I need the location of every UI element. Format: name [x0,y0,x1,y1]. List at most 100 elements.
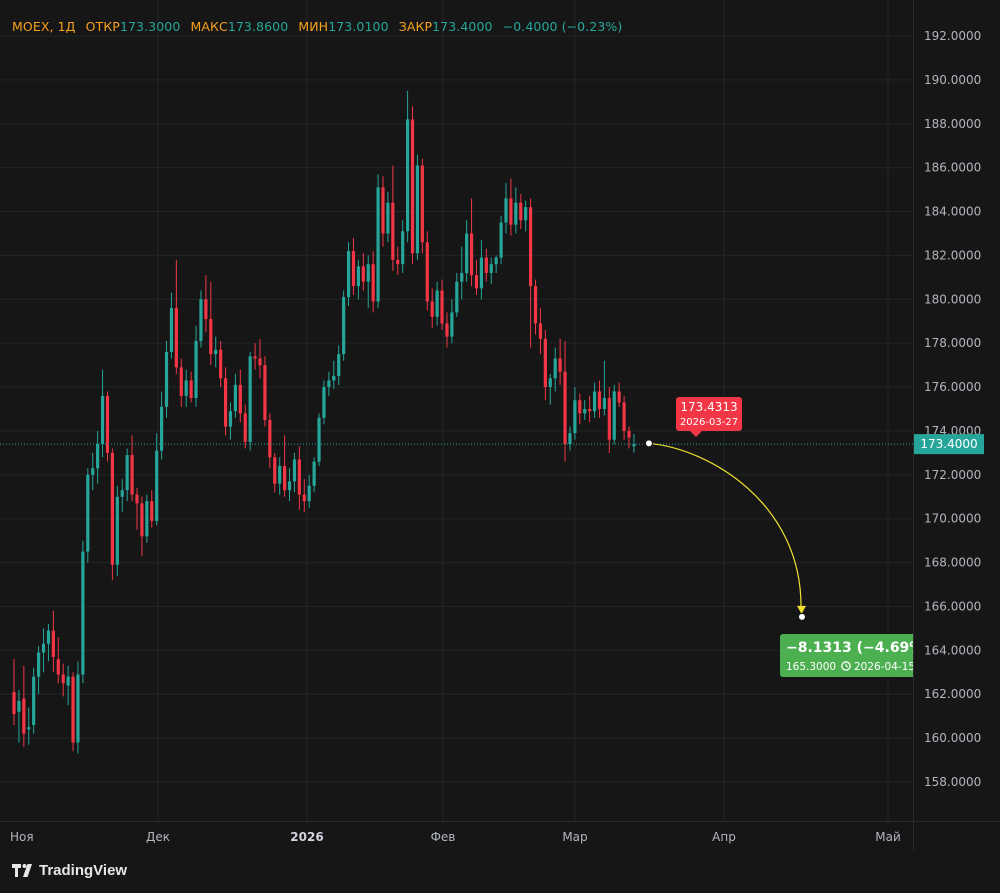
candle-body[interactable] [115,496,119,565]
candle-body[interactable] [214,349,218,355]
candle-body[interactable] [346,251,351,298]
candle-body[interactable] [37,652,41,677]
candle-body[interactable] [548,378,552,388]
candle-body[interactable] [435,290,439,317]
candle-body[interactable] [337,354,341,377]
candle-body[interactable] [327,380,331,388]
candle-body[interactable] [263,365,267,420]
candle-body[interactable] [297,459,301,495]
candle-body[interactable] [41,643,46,653]
candle-body[interactable] [588,409,592,412]
candle-body[interactable] [223,378,228,427]
candle-body[interactable] [632,444,636,447]
candle-body[interactable] [401,231,405,265]
candle-body[interactable] [12,692,16,714]
candle-body[interactable] [563,371,567,445]
candle-body[interactable] [66,676,70,686]
candle-body[interactable] [46,630,51,644]
candle-body[interactable] [56,659,60,675]
candle-body[interactable] [169,308,174,352]
candle-body[interactable] [120,490,124,497]
candle-body[interactable] [179,367,183,396]
candle-body[interactable] [332,376,336,381]
candle-body[interactable] [381,187,385,234]
candle-body[interactable] [509,198,513,225]
candle-body[interactable] [71,676,75,743]
candle-body[interactable] [268,419,272,458]
candle-body[interactable] [312,461,316,486]
candle-body[interactable] [455,281,459,313]
candle-body[interactable] [145,501,149,537]
candle-body[interactable] [396,259,400,265]
candle-body[interactable] [317,417,321,462]
candle-body[interactable] [278,466,282,484]
candle-body[interactable] [622,402,626,431]
candle-body[interactable] [553,358,557,379]
candle-body[interactable] [356,266,360,287]
candle-body[interactable] [568,433,572,445]
candle-body[interactable] [558,358,562,372]
candle-body[interactable] [499,222,503,258]
candle-body[interactable] [322,387,326,418]
candle-body[interactable] [484,257,488,273]
candle-body[interactable] [105,395,110,453]
candle-body[interactable] [617,391,621,403]
candle-body[interactable] [307,485,311,502]
candle-body[interactable] [445,323,449,337]
candle-body[interactable] [150,501,154,521]
candle-body[interactable] [27,727,31,730]
candle-body[interactable] [164,351,169,407]
candle-body[interactable] [184,380,188,396]
candle-body[interactable] [391,202,395,260]
candle-body[interactable] [130,455,134,495]
projection-start-handle[interactable] [644,439,653,448]
candle-body[interactable] [514,202,518,225]
candle-body[interactable] [627,430,631,438]
candle-body[interactable] [465,233,469,273]
candle-body[interactable] [32,676,36,725]
candle-body[interactable] [204,299,208,320]
candle-body[interactable] [376,187,380,302]
candle-body[interactable] [406,119,410,232]
candle-body[interactable] [366,264,370,282]
candle-body[interactable] [519,202,523,221]
candle-body[interactable] [302,494,306,502]
candle-body[interactable] [110,452,114,565]
candle-body[interactable] [248,356,252,442]
candle-body[interactable] [219,349,223,379]
candle-body[interactable] [529,207,533,287]
candle-body[interactable] [91,468,95,475]
candle-body[interactable] [76,674,80,743]
candle-body[interactable] [386,202,390,234]
candle-body[interactable] [607,398,611,440]
candle-body[interactable] [504,198,508,223]
candle-body[interactable] [100,395,105,445]
candle-body[interactable] [410,119,415,254]
candle-body[interactable] [292,459,297,482]
candle-body[interactable] [86,474,90,552]
candle-body[interactable] [273,457,277,484]
candle-body[interactable] [479,257,483,289]
candle-body[interactable] [155,450,159,521]
candle-body[interactable] [450,312,454,337]
candle-body[interactable] [583,409,587,414]
candle-body[interactable] [17,700,21,712]
candle-body[interactable] [287,481,292,491]
candle-body[interactable] [597,391,602,409]
projection-arrow[interactable] [648,442,802,608]
candle-body[interactable] [174,308,178,368]
candle-body[interactable] [194,340,198,399]
candle-body[interactable] [96,444,100,469]
candle-body[interactable] [233,384,237,412]
candle-body[interactable] [238,384,242,414]
candle-body[interactable] [351,251,356,287]
symbol-label[interactable]: MOEX, 1Д [12,19,76,34]
candle-body[interactable] [253,356,257,359]
candle-body[interactable] [469,233,474,276]
candle-body[interactable] [592,391,597,412]
candle-body[interactable] [189,380,193,399]
candle-body[interactable] [524,207,528,221]
candle-body[interactable] [209,319,213,355]
